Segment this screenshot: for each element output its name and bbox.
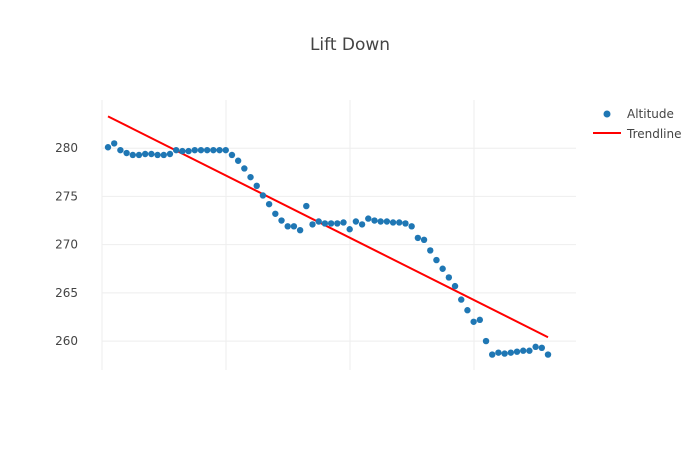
altitude-point	[358, 221, 366, 228]
altitude-point	[433, 256, 440, 264]
altitude-point	[148, 150, 155, 158]
altitude-point	[402, 220, 409, 227]
altitude-point	[476, 316, 484, 324]
altitude-point	[284, 223, 291, 230]
altitude-point	[296, 226, 304, 234]
altitude-point	[191, 146, 198, 154]
altitude-point	[532, 343, 539, 351]
altitude-point	[234, 157, 242, 164]
y-tick-label: 260	[55, 334, 78, 348]
altitude-point	[160, 151, 167, 159]
altitude-point	[501, 350, 508, 357]
legend-marker-altitude	[603, 110, 611, 118]
y-tick-label: 275	[55, 189, 78, 203]
altitude-point	[259, 192, 267, 199]
y-tick-label: 265	[55, 286, 78, 300]
altitude-point	[365, 215, 372, 222]
altitude-point	[278, 217, 285, 224]
altitude-point	[371, 217, 378, 224]
altitude-point	[451, 282, 459, 290]
altitude-point	[303, 202, 310, 210]
altitude-point	[544, 351, 552, 358]
altitude-point	[352, 218, 360, 225]
grid-layer	[101, 100, 576, 370]
altitude-point	[513, 348, 521, 355]
altitude-point	[203, 146, 211, 154]
altitude-point	[520, 347, 527, 354]
altitude-point	[439, 265, 446, 272]
altitude-point	[420, 236, 428, 244]
altitude-point	[210, 146, 217, 154]
altitude-point	[458, 296, 465, 303]
altitude-point	[507, 349, 515, 356]
altitude-point	[346, 226, 353, 233]
y-tick-label: 270	[55, 238, 78, 252]
altitude-point	[135, 151, 143, 159]
altitude-point	[340, 219, 347, 226]
altitude-point	[228, 151, 236, 159]
altitude-point	[265, 200, 273, 208]
altitude-point	[445, 274, 453, 281]
altitude-point	[408, 223, 415, 230]
altitude-point	[470, 318, 477, 325]
y-tick-labels: 260 265 270 275 280	[55, 141, 78, 348]
altitude-point	[247, 173, 254, 181]
altitude-point	[290, 223, 298, 230]
altitude-point	[396, 219, 403, 226]
altitude-point	[216, 146, 223, 154]
altitude-point	[495, 349, 502, 356]
altitude-point	[166, 150, 174, 158]
altitude-point	[526, 347, 533, 354]
altitude-point	[272, 210, 279, 217]
altitude-point	[309, 221, 316, 228]
altitude-point	[197, 146, 205, 154]
altitude-point	[241, 165, 248, 172]
y-tick-label: 280	[55, 141, 78, 155]
altitude-point	[104, 144, 112, 151]
altitude-point	[389, 219, 397, 226]
legend-label-trendline: Trendline	[626, 127, 682, 141]
altitude-point	[110, 140, 118, 147]
altitude-point	[315, 218, 322, 225]
altitude-point	[482, 337, 490, 345]
altitude-point	[222, 146, 229, 154]
altitude-point	[383, 218, 391, 225]
altitude-point	[129, 151, 136, 159]
altitude-point	[185, 147, 192, 155]
altitude-point	[489, 351, 496, 358]
altitude-point	[464, 307, 471, 314]
altitude-point	[327, 220, 335, 227]
altitude-point	[154, 151, 161, 159]
altitude-point	[538, 344, 546, 352]
chart-title: Lift Down	[310, 35, 390, 55]
altitude-point	[141, 150, 149, 158]
altitude-point	[117, 146, 124, 154]
altitude-point	[377, 218, 384, 225]
altitude-point	[414, 234, 422, 242]
altitude-point	[123, 149, 130, 157]
altitude-point	[172, 146, 180, 154]
altitude-point	[253, 182, 260, 190]
altitude-points	[104, 140, 552, 358]
altitude-point	[427, 247, 434, 254]
legend[interactable]: Altitude Trendline	[593, 107, 682, 141]
altitude-point	[179, 147, 186, 155]
altitude-point	[321, 220, 329, 227]
legend-label-altitude: Altitude	[627, 107, 674, 121]
altitude-point	[334, 220, 341, 227]
